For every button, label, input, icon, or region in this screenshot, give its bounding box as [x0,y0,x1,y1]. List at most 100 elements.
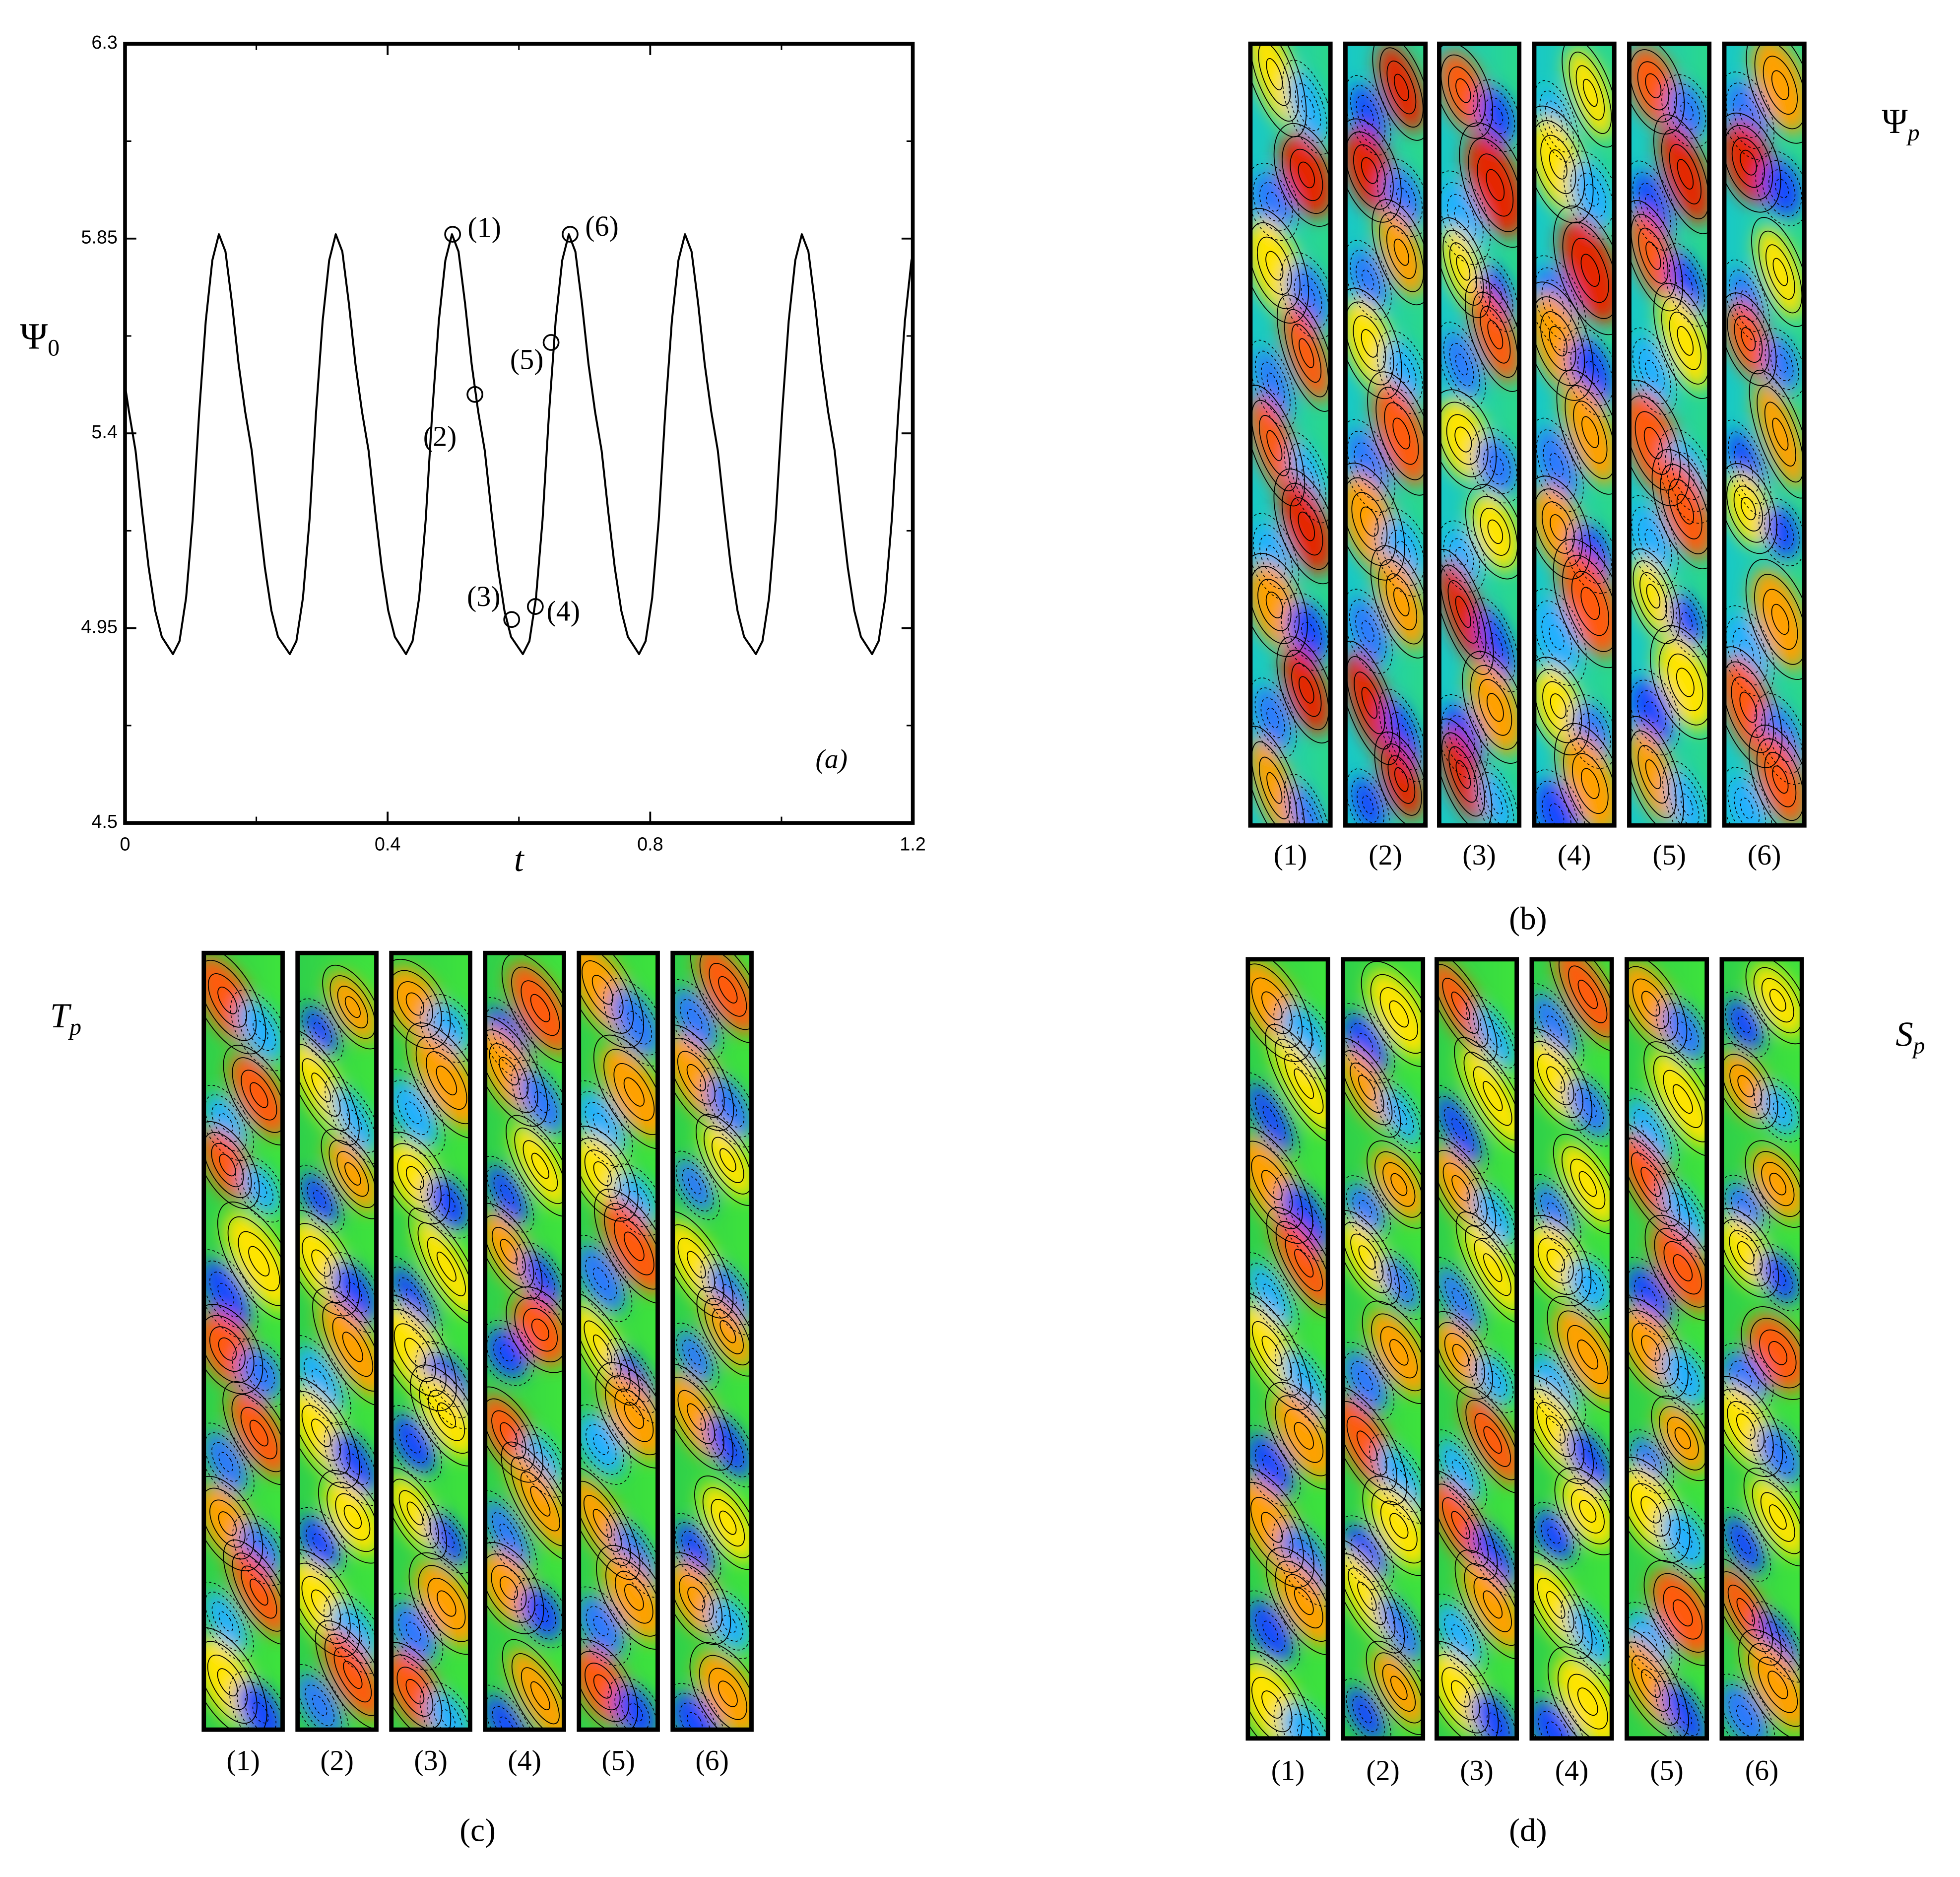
cold-blob [1254,686,1292,749]
field-subscript: p [1906,120,1920,146]
contour-line [1724,125,1773,201]
contour-line-dashed [312,1533,327,1552]
contour-line [1380,1326,1418,1379]
contour-strip [1534,44,1615,826]
contour-line [1629,395,1681,491]
contour-line [1472,291,1518,378]
contour-line [1360,506,1379,537]
contour-line [1265,1024,1328,1144]
contour-line-dashed [679,1702,711,1730]
contour-line-dashed [338,1612,370,1654]
contour-line [485,1203,543,1300]
contour-line-dashed [423,1504,470,1574]
contour-line [514,1297,564,1362]
contour-line-dashed [1762,160,1802,217]
contour-line-dashed [613,1523,658,1588]
contour-line [301,1405,341,1461]
contour-strip [1343,959,1423,1739]
contour-line [579,953,644,1049]
contour-line-dashed [672,1150,720,1220]
cold-blob [1348,598,1387,665]
contour-line-dashed [1356,260,1380,300]
contour-line-dashed [1439,322,1486,408]
marker-label: (5) [510,343,544,376]
contour-line-dashed [441,1194,456,1212]
contour-line-dashed [1641,1286,1657,1308]
contour-line [1294,1422,1314,1450]
marker-label: (4) [547,595,581,627]
contour-line [1483,1253,1503,1282]
contour-line-dashed [1297,1026,1314,1048]
cold-blob [331,1086,377,1154]
contour-line [1247,1467,1314,1588]
contour-line-dashed [1546,1376,1563,1399]
contour-line-dashed [331,1087,377,1153]
contour-line-dashed [1358,1705,1372,1724]
contour-line-dashed [1534,80,1579,163]
contour-line [391,1294,457,1411]
contour-line-dashed [297,1335,351,1425]
contour-strip [1627,959,1707,1739]
contour-line-dashed [405,1101,422,1124]
contour-line-dashed [1294,273,1322,318]
contour-line [1632,1323,1670,1374]
contour-line-dashed [1289,71,1327,143]
contour-line-dashed [435,1521,461,1557]
contour-line [1567,1325,1609,1384]
contour-line [1756,738,1804,821]
contour-line [203,1627,267,1730]
contour-line-dashed [1262,1283,1278,1306]
contour-line [596,1544,658,1650]
contour-line [1448,66,1479,115]
contour-line [1577,1687,1598,1716]
contour-line-dashed [1394,1274,1408,1293]
contour-line-dashed [621,1534,651,1577]
marker [466,386,484,403]
contour-line [1390,1676,1408,1700]
cold-blob [1247,1600,1294,1663]
contour-line [218,1511,237,1536]
contour-line [1721,1054,1770,1119]
contour-line [1661,129,1709,219]
contour-line [1534,120,1585,209]
contour-line [1568,51,1612,134]
contour-line [297,1029,360,1145]
y-tick-label: 4.95 [81,617,118,638]
contour-line [1455,760,1471,789]
contour-line [1562,554,1615,652]
contour-line [1721,1376,1783,1477]
contour-line [218,1337,237,1361]
strip-label: (3) [1462,839,1496,871]
contour-line-dashed [301,1173,339,1225]
contour-line-dashed [1289,1015,1322,1059]
contour-line-dashed [1472,1692,1517,1739]
strip-frame [1341,957,1426,1741]
contour-line [1630,49,1677,123]
contour-line-dashed [1641,1120,1657,1142]
contour-line-dashed [672,1513,721,1585]
contour-line-dashed [331,1602,377,1664]
contour-line [398,1490,432,1537]
contour-line-dashed [1674,92,1700,130]
contour-line-dashed [297,998,344,1063]
contour-line [1547,1646,1612,1739]
contour-line-dashed [1627,1602,1680,1682]
contour-line [1663,1586,1703,1640]
contour-line-dashed [1250,677,1297,758]
contour-line [677,1390,716,1444]
warm-blob [203,1129,254,1202]
warm-blob [412,1032,470,1129]
contour-line [579,1138,630,1210]
contour-line [397,1154,433,1202]
contour-line [1729,1230,1763,1275]
contour-line-dashed [1531,1690,1586,1739]
contour-line [1442,978,1480,1034]
strip-blobs [1345,44,1426,826]
contour-line [511,1653,564,1730]
contour-line [1557,1660,1612,1739]
contour-line-dashed [297,1507,347,1578]
contour-line-dashed [1680,793,1694,816]
contour-line [1379,987,1419,1041]
strip-blobs [297,972,377,1730]
contour-line [1455,1211,1517,1324]
